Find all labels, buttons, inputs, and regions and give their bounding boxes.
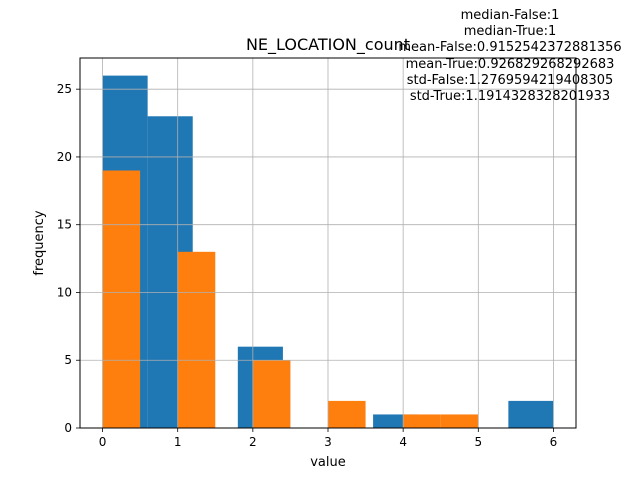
histogram-bar [440, 414, 479, 428]
x-axis-label: value [310, 455, 346, 470]
y-axis-label: frequency [32, 210, 47, 276]
x-tick-label: 6 [550, 435, 558, 449]
x-tick-label: 4 [399, 435, 407, 449]
stat-line: mean-False:0.9152542372881356 [398, 40, 622, 56]
histogram-bar [252, 360, 291, 428]
stat-line: std-False:1.2769594219408305 [406, 72, 614, 88]
x-tick-label: 2 [249, 435, 257, 449]
y-tick-label: 25 [57, 82, 72, 96]
statistics-annotation: median-False:1 median-True:1 mean-False:… [380, 8, 640, 105]
x-tick-label: 1 [174, 435, 182, 449]
y-tick-label: 0 [64, 421, 72, 435]
bars [102, 75, 554, 429]
stat-line: median-True:1 [463, 24, 557, 40]
histogram-bar [403, 414, 441, 428]
y-tick-label: 20 [57, 150, 72, 164]
y-tick-label: 5 [64, 353, 72, 367]
y-tick-label: 10 [57, 285, 72, 299]
histogram-bar [177, 251, 216, 428]
axis-ticks: 0 1 2 3 4 5 6 0 5 10 15 20 25 [57, 82, 558, 449]
stat-line: median-False:1 [460, 8, 560, 23]
stat-line: std-True:1.1914328328201933 [409, 89, 611, 105]
x-tick-label: 0 [99, 435, 107, 449]
histogram-bar [102, 170, 141, 428]
stat-line: mean-True:0.926829268292683 [405, 56, 615, 72]
x-tick-label: 5 [474, 435, 482, 449]
x-tick-label: 3 [324, 435, 332, 449]
histogram-bar [508, 400, 554, 428]
histogram-bar [328, 400, 366, 428]
chart-title: NE_LOCATION_count [246, 35, 410, 55]
y-tick-label: 15 [57, 218, 72, 232]
